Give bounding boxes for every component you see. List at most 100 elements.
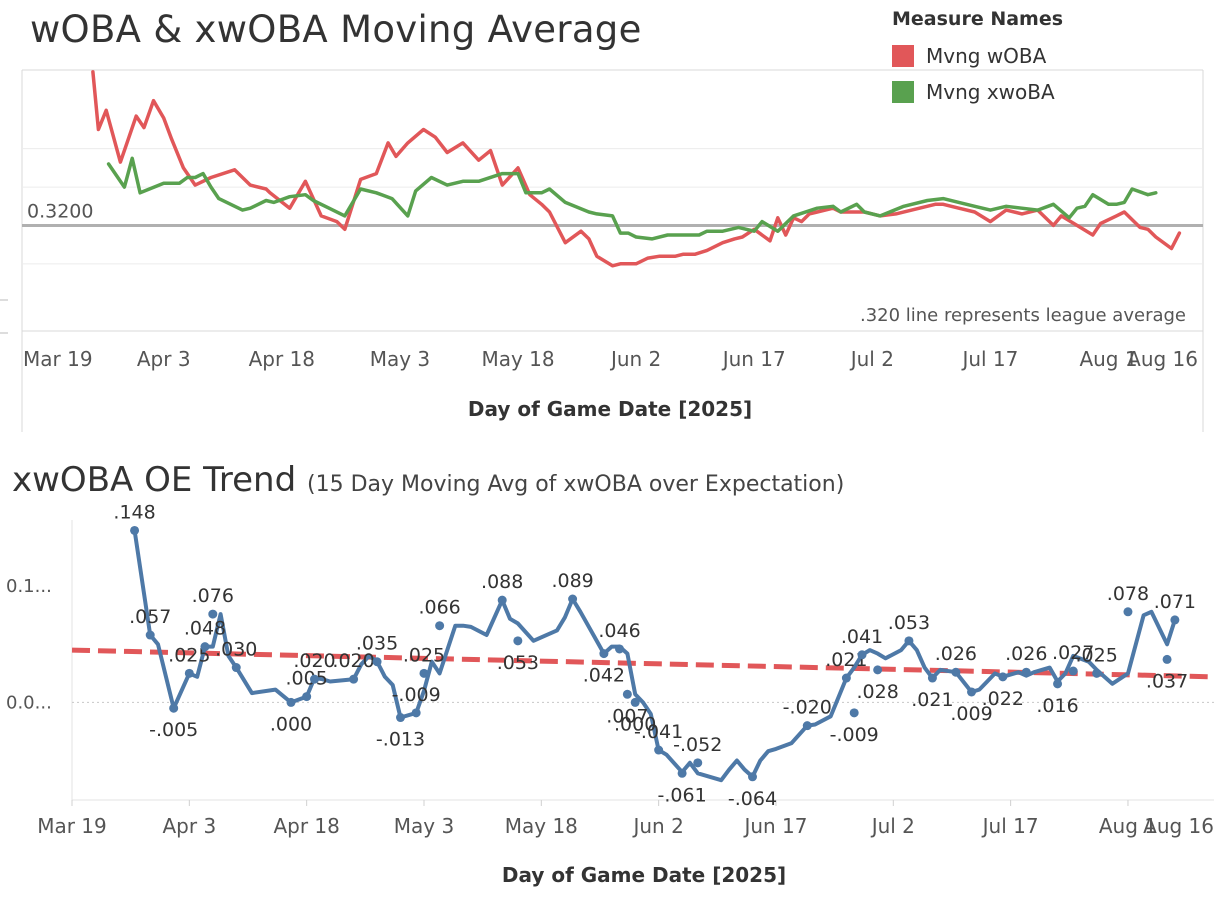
- legend-label-xwoba: Mvng xwoBA: [926, 80, 1055, 104]
- bottom-data-point: [396, 713, 406, 723]
- bottom-data-label: -.005: [149, 719, 198, 741]
- bottom-data-point: [1092, 668, 1102, 678]
- bottom-x-tick-label: Apr 3: [162, 814, 216, 838]
- bottom-data-label: .025: [1076, 644, 1118, 666]
- bottom-chart-title-main: xwOBA OE Trend: [12, 460, 297, 500]
- bottom-data-point: [200, 642, 210, 652]
- top-x-tick-label: May 3: [370, 347, 430, 371]
- bottom-data-point: [693, 758, 703, 768]
- bottom-data-point: [411, 708, 421, 718]
- bottom-data-label: .078: [1107, 583, 1149, 605]
- bottom-data-label: -.013: [376, 729, 425, 751]
- bottom-x-tick-label: Jul 17: [981, 814, 1039, 838]
- top-chart-legend: Measure Names Mvng wOBA Mvng xwoBA: [892, 8, 1063, 110]
- bottom-x-tick-label: May 3: [394, 814, 454, 838]
- bottom-data-label: .022: [982, 688, 1024, 710]
- top-x-tick-label: Aug 1: [1079, 347, 1137, 371]
- legend-item-woba[interactable]: Mvng wOBA: [892, 38, 1063, 74]
- bottom-y-tick-label: 0.1...: [6, 576, 52, 597]
- bottom-data-point: [654, 745, 664, 755]
- bottom-data-point: [419, 668, 429, 678]
- bottom-data-point: [497, 595, 507, 605]
- bottom-chart-plot: 0.1... 0.0... Mar 19 Apr 3 Apr 18 May 3 May 18…: [6, 501, 1215, 887]
- legend-label-woba: Mvng wOBA: [926, 44, 1047, 68]
- bottom-data-point: [568, 594, 578, 604]
- bottom-x-tick-label: Jun 2: [631, 814, 683, 838]
- bottom-data-point: [208, 609, 218, 619]
- bottom-data-point: [841, 673, 851, 683]
- top-x-tick-label: Jul 2: [849, 347, 894, 371]
- bottom-data-point: [145, 630, 155, 640]
- bottom-data-label: -.064: [728, 788, 777, 810]
- bottom-data-point: [435, 621, 445, 631]
- bottom-data-point: [286, 697, 296, 707]
- bottom-data-point: [1170, 615, 1180, 625]
- bottom-data-label: -.009: [392, 684, 441, 706]
- bottom-data-point: [927, 673, 937, 683]
- bottom-data-label: .025: [403, 644, 445, 666]
- top-series-line-xwoba: [106, 156, 1158, 241]
- bottom-data-label: .028: [857, 681, 899, 703]
- bottom-data-point: [998, 672, 1008, 682]
- bottom-x-tick-label: Jul 2: [870, 814, 915, 838]
- bottom-data-point: [169, 703, 179, 713]
- bottom-data-point: [967, 687, 977, 697]
- legend-swatch-xwoba: [892, 81, 914, 103]
- bottom-data-point: [1053, 679, 1063, 689]
- bottom-data-label: -.041: [634, 721, 683, 743]
- bottom-data-point: [677, 768, 687, 778]
- bottom-data-point: [302, 692, 312, 702]
- top-chart-title: wOBA & xwOBA Moving Average: [30, 8, 642, 51]
- bottom-data-point: [184, 668, 194, 678]
- legend-item-xwoba[interactable]: Mvng xwoBA: [892, 74, 1063, 110]
- bottom-data-label: .035: [356, 633, 398, 655]
- top-annotation: .320 line represents league average: [860, 305, 1186, 326]
- bottom-data-point: [513, 636, 523, 646]
- bottom-data-label: .021: [911, 689, 953, 711]
- top-x-tick-label: Mar 19: [23, 347, 93, 371]
- top-chart-plot: 0.3200 .320 line represents league averag…: [0, 69, 1204, 432]
- bottom-x-tick-label: Mar 19: [37, 814, 107, 838]
- top-x-tick-label: Apr 3: [137, 347, 191, 371]
- bottom-data-point: [904, 636, 914, 646]
- bottom-data-point: [951, 667, 961, 677]
- bottom-series-line: [132, 528, 1177, 783]
- bottom-data-point: [615, 644, 625, 654]
- bottom-data-label: .000: [270, 713, 312, 735]
- bottom-data-label: .089: [551, 570, 593, 592]
- bottom-x-tick-label: Jun 17: [742, 814, 807, 838]
- bottom-data-point: [1162, 654, 1172, 664]
- bottom-chart-title: xwOBA OE Trend (15 Day Moving Avg of xwO…: [12, 460, 844, 500]
- bottom-data-label: .016: [1036, 695, 1078, 717]
- bottom-data-label: .046: [598, 620, 640, 642]
- bottom-data-label: .053: [888, 612, 930, 634]
- bottom-data-label: .048: [184, 618, 226, 640]
- bottom-data-label: .027: [1052, 642, 1094, 664]
- bottom-data-label: .026: [935, 643, 977, 665]
- bottom-data-label: .021: [825, 649, 867, 671]
- bottom-data-point: [1021, 667, 1031, 677]
- top-x-tick-label: Aug 16: [1127, 347, 1198, 371]
- top-x-tick-label: May 18: [481, 347, 554, 371]
- bottom-data-label: -.052: [673, 734, 722, 756]
- bottom-data-label: .042: [583, 665, 625, 687]
- bottom-data-label: .071: [1154, 591, 1196, 613]
- bottom-data-label: -.061: [658, 784, 707, 806]
- bottom-data-point: [599, 649, 609, 659]
- bottom-data-point: [130, 525, 140, 535]
- bottom-data-point: [630, 697, 640, 707]
- bottom-data-label: .041: [841, 626, 883, 648]
- top-x-tick-label: Jul 17: [960, 347, 1018, 371]
- bottom-data-label: .088: [481, 571, 523, 593]
- top-x-tick-label: Jun 17: [721, 347, 786, 371]
- bottom-chart-subtitle: (15 Day Moving Avg of xwOBA over Expecta…: [307, 472, 845, 497]
- bottom-data-label: .030: [215, 639, 257, 661]
- bottom-x-tick-label: Apr 18: [273, 814, 339, 838]
- bottom-data-label: .053: [497, 652, 539, 674]
- bottom-data-label: .057: [129, 606, 171, 628]
- bottom-data-point: [748, 772, 758, 782]
- top-x-axis-title: Day of Game Date [2025]: [468, 397, 752, 421]
- bottom-x-axis-title: Day of Game Date [2025]: [502, 863, 786, 887]
- top-reference-label: 0.3200: [27, 200, 93, 222]
- top-x-tick-label: Apr 18: [249, 347, 315, 371]
